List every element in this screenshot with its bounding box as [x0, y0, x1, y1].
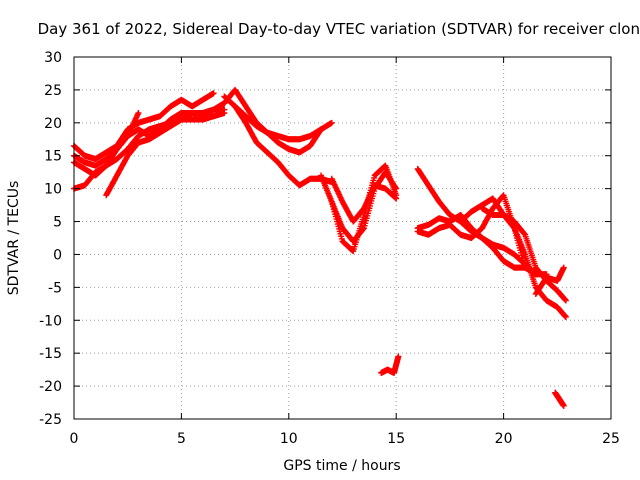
- chart-title: Day 361 of 2022, Sidereal Day-to-day VTE…: [38, 20, 640, 38]
- data-point: [393, 195, 400, 202]
- y-tick-label: 10: [44, 182, 62, 198]
- y-tick-labels: -25 -20 -15 -10 -5 0 5 10 15 20 25 30: [39, 50, 62, 428]
- series-track-5: [71, 109, 142, 169]
- x-axis-label: GPS time / hours: [283, 458, 400, 474]
- series-track-15: [414, 165, 539, 278]
- axis-ticks: [73, 56, 612, 420]
- y-tick-label: 25: [44, 83, 62, 99]
- y-axis-label: SDTVAR / TECUs: [6, 181, 22, 296]
- data-point: [560, 402, 567, 409]
- y-tick-label: 5: [53, 215, 62, 231]
- data-point: [210, 90, 217, 97]
- series-track-12: [378, 353, 402, 376]
- y-tick-label: 20: [44, 116, 62, 132]
- data-point: [562, 313, 569, 320]
- plot-frame: [73, 56, 612, 420]
- series-track-17: [479, 205, 569, 304]
- series-track-16: [457, 195, 569, 320]
- x-tick-label: 0: [70, 431, 79, 447]
- data-points: [71, 86, 569, 409]
- x-tick-label: 15: [387, 431, 405, 447]
- y-tick-label: -5: [48, 280, 62, 296]
- y-tick-label: 0: [53, 247, 62, 263]
- y-tick-label: -20: [39, 379, 62, 395]
- data-point: [135, 109, 142, 116]
- series-track-4: [103, 109, 228, 199]
- data-point: [562, 297, 569, 304]
- series-track-19: [552, 389, 567, 409]
- data-point: [221, 109, 228, 116]
- series-track-8: [232, 103, 335, 189]
- y-tick-label: -10: [39, 313, 62, 329]
- x-tick-label: 5: [177, 431, 186, 447]
- data-point: [328, 119, 335, 126]
- y-tick-label: 30: [44, 50, 62, 66]
- x-tick-label: 25: [602, 431, 620, 447]
- x-tick-labels: 0 5 10 15 20 25: [70, 431, 620, 447]
- series-track-11: [328, 175, 400, 225]
- x-tick-label: 10: [280, 431, 298, 447]
- data-point: [532, 271, 539, 278]
- x-tick-label: 20: [495, 431, 513, 447]
- y-tick-label: -15: [39, 346, 62, 362]
- y-tick-label: 15: [44, 149, 62, 165]
- y-tick-label: -25: [39, 412, 62, 428]
- series-track-18: [532, 264, 567, 297]
- data-point: [560, 264, 567, 271]
- data-point: [395, 353, 402, 360]
